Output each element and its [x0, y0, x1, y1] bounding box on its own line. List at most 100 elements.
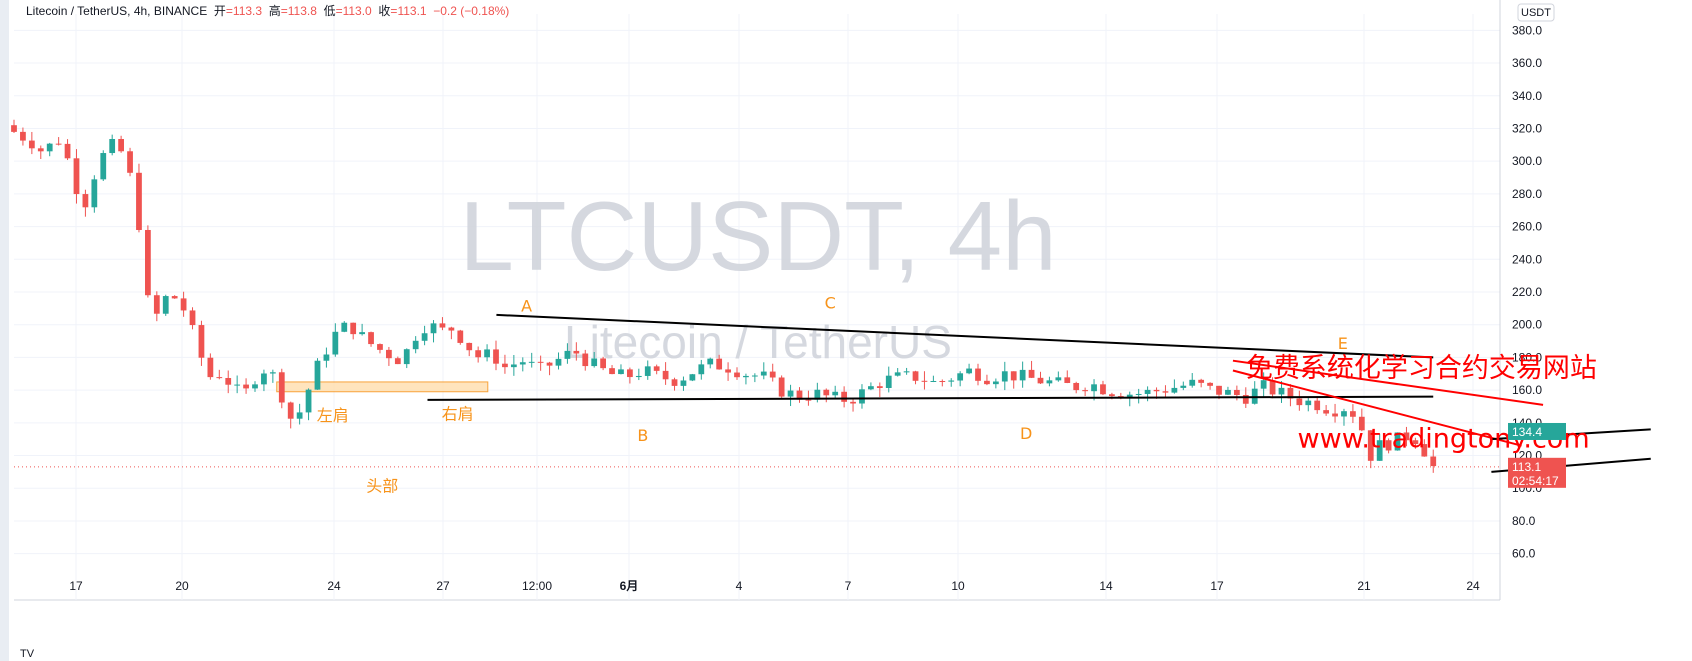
candle-body[interactable]: [1144, 389, 1151, 394]
candle-body[interactable]: [162, 296, 169, 314]
candle-body[interactable]: [439, 323, 446, 328]
candle-body[interactable]: [127, 151, 133, 173]
candle-body[interactable]: [832, 391, 839, 396]
candle-body[interactable]: [1126, 394, 1133, 399]
candle-body[interactable]: [20, 131, 26, 141]
candle-body[interactable]: [100, 153, 107, 180]
candle-body[interactable]: [653, 366, 660, 371]
candle-body[interactable]: [1287, 387, 1294, 399]
candle-body[interactable]: [1100, 384, 1106, 395]
candle-body[interactable]: [171, 296, 178, 299]
candle-body[interactable]: [1296, 398, 1303, 406]
candle-body[interactable]: [1350, 411, 1356, 417]
candle-body[interactable]: [1233, 389, 1240, 395]
candle-body[interactable]: [64, 143, 71, 159]
candle-body[interactable]: [359, 332, 365, 335]
candle-body[interactable]: [1171, 387, 1178, 393]
candle-body[interactable]: [243, 384, 249, 389]
candle-body[interactable]: [430, 323, 437, 334]
candle-body[interactable]: [377, 344, 383, 350]
candle-body[interactable]: [118, 139, 124, 152]
candle-body[interactable]: [1421, 444, 1428, 457]
candle-body[interactable]: [1430, 456, 1437, 467]
candle-body[interactable]: [627, 369, 633, 378]
candle-body[interactable]: [644, 366, 651, 376]
candle-body[interactable]: [1341, 411, 1347, 417]
candle-body[interactable]: [323, 354, 330, 361]
candle-body[interactable]: [957, 373, 964, 381]
candle-body[interactable]: [876, 386, 883, 388]
candle-body[interactable]: [189, 310, 196, 326]
candle-body[interactable]: [403, 349, 410, 365]
candle-body[interactable]: [1073, 382, 1080, 391]
candle-body[interactable]: [1367, 430, 1374, 461]
candle-body[interactable]: [573, 350, 580, 354]
candle-body[interactable]: [1046, 380, 1053, 384]
candle-body[interactable]: [314, 360, 321, 390]
candle-body[interactable]: [850, 401, 856, 404]
trendline[interactable]: [1232, 369, 1522, 447]
candle-body[interactable]: [269, 372, 276, 374]
candle-body[interactable]: [1225, 389, 1231, 395]
candle-body[interactable]: [1251, 388, 1258, 404]
candle-body[interactable]: [725, 369, 731, 373]
candle-body[interactable]: [805, 399, 812, 401]
candle-body[interactable]: [1412, 440, 1419, 445]
trendline[interactable]: [1232, 359, 1544, 406]
candle-body[interactable]: [582, 353, 589, 367]
candle-body[interactable]: [234, 384, 241, 386]
candle-body[interactable]: [769, 371, 776, 378]
candle-body[interactable]: [198, 325, 205, 358]
candle-body[interactable]: [894, 372, 901, 376]
candle-body[interactable]: [28, 140, 35, 149]
candle-body[interactable]: [1376, 440, 1383, 461]
candle-body[interactable]: [716, 358, 723, 370]
candle-body[interactable]: [1305, 400, 1312, 406]
candle-body[interactable]: [91, 179, 98, 208]
candle-body[interactable]: [278, 372, 285, 403]
candle-body[interactable]: [109, 139, 116, 154]
candle-body[interactable]: [287, 402, 294, 419]
candle-body[interactable]: [948, 380, 955, 382]
candle-body[interactable]: [1403, 432, 1410, 441]
candle-body[interactable]: [1269, 380, 1276, 395]
candle-body[interactable]: [493, 349, 499, 364]
candle-body[interactable]: [1019, 369, 1026, 381]
candle-body[interactable]: [1323, 410, 1330, 414]
candle-body[interactable]: [207, 357, 214, 378]
candle-body[interactable]: [1198, 379, 1205, 383]
candle-body[interactable]: [528, 361, 535, 363]
candle-body[interactable]: [180, 298, 187, 311]
candle-body[interactable]: [689, 374, 696, 381]
candle-body[interactable]: [11, 125, 17, 132]
candle-body[interactable]: [859, 389, 865, 404]
candle-body[interactable]: [457, 330, 464, 343]
candle-body[interactable]: [600, 358, 607, 369]
candle-body[interactable]: [555, 358, 562, 366]
candle-body[interactable]: [136, 172, 142, 230]
trendline[interactable]: [496, 313, 1434, 359]
candle-body[interactable]: [1242, 394, 1249, 404]
candle-body[interactable]: [537, 361, 544, 363]
candle-body[interactable]: [1332, 413, 1338, 417]
candle-body[interactable]: [671, 379, 678, 386]
candle-body[interactable]: [885, 375, 892, 388]
candle-body[interactable]: [903, 371, 910, 373]
candle-body[interactable]: [502, 363, 508, 368]
candle-body[interactable]: [368, 332, 374, 345]
candle-body[interactable]: [466, 342, 473, 351]
candle-body[interactable]: [145, 229, 151, 296]
candle-body[interactable]: [296, 412, 303, 419]
candle-body[interactable]: [912, 371, 919, 381]
candle-body[interactable]: [350, 322, 357, 335]
candle-body[interactable]: [618, 369, 624, 375]
candle-body[interactable]: [814, 389, 821, 400]
candle-body[interactable]: [992, 381, 999, 385]
candle-body[interactable]: [1189, 379, 1196, 386]
candle-body[interactable]: [564, 350, 571, 359]
candle-body[interactable]: [484, 349, 490, 358]
candle-body[interactable]: [412, 340, 419, 350]
candle-body[interactable]: [743, 375, 749, 378]
candle-body[interactable]: [1010, 371, 1017, 381]
candle-body[interactable]: [921, 380, 928, 382]
